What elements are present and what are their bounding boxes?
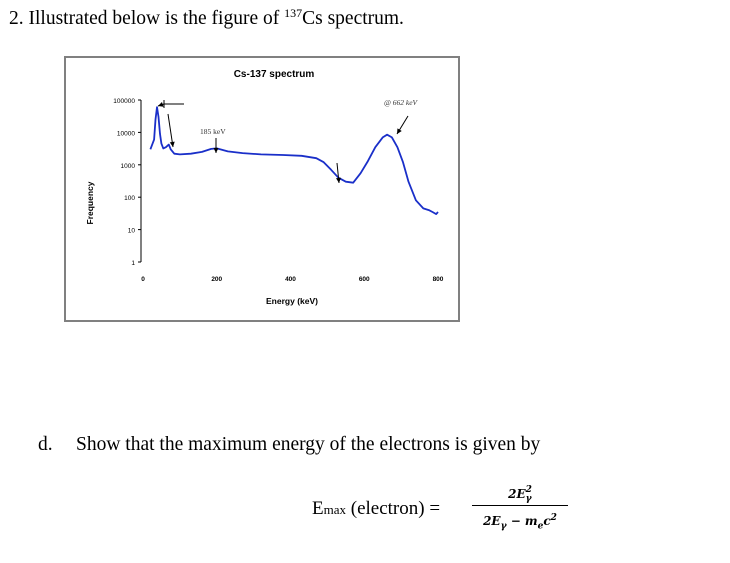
den-minus: − m: [506, 514, 538, 528]
question-text-after: Cs spectrum.: [302, 8, 404, 29]
x-tick-label: 600: [359, 276, 370, 283]
y-tick-label: 1: [131, 260, 135, 267]
spectrum-figure: Cs-137 spectrum Energy (keV) Frequency 1…: [64, 56, 460, 322]
numerator-coeff: 2E: [508, 487, 526, 501]
den-c: c: [543, 514, 551, 528]
x-tick-label: 800: [433, 276, 444, 283]
isotope-mass-number: 137: [284, 6, 303, 20]
formula-denominator: 2Eγ − mec2: [472, 509, 568, 531]
question-title: 2. Illustrated below is the figure of 13…: [9, 6, 404, 30]
formula-fraction: 2E 2 γ 2Eγ − mec2: [472, 484, 568, 531]
x-axis-label: Energy (keV): [266, 296, 318, 306]
formula-lhs-rest: (electron) =: [346, 498, 441, 519]
den-a-sub: γ: [500, 521, 507, 532]
axes-group: 1 10 100 1000 10000 100000 0 200 400 600 800: [113, 98, 444, 283]
annotation-662kev: @ 662 keV: [384, 98, 419, 107]
den-a: 2E: [483, 514, 501, 528]
fraction-bar: [472, 505, 568, 506]
y-tick-label: 1000: [121, 163, 136, 170]
part-d-text: Show that the maximum energy of the elec…: [76, 434, 541, 455]
den-b-sub: e: [537, 521, 544, 532]
arrow-xray-peak-head: [169, 141, 175, 147]
formula-numerator: 2E 2 γ: [472, 484, 568, 504]
annotations-group: 185 keV @ 662 keV: [157, 98, 419, 184]
y-tick-label: 10000: [117, 130, 135, 137]
formula-lhs-sub: max: [323, 502, 346, 517]
annotation-185kev: 185 keV: [200, 127, 226, 136]
figure-frame: [64, 56, 460, 322]
y-tick-label: 10: [128, 228, 136, 235]
arrow-185kev-head: [213, 148, 219, 153]
plot-group: [149, 106, 439, 216]
chart-title: Cs-137 spectrum: [234, 69, 315, 80]
y-tick-label: 100000: [113, 98, 135, 105]
numerator-sup: 2: [525, 484, 532, 495]
den-c-sup: 2: [550, 513, 557, 523]
part-d-label: d.: [38, 434, 53, 455]
x-tick-label: 200: [211, 276, 222, 283]
y-tick-label: 100: [124, 195, 135, 202]
arrow-xray-peak: [167, 113, 174, 148]
spectrum-series-line: [149, 106, 439, 216]
question-number: 2.: [9, 8, 24, 29]
numerator-sub: γ: [525, 493, 532, 504]
x-tick-label: 400: [285, 276, 296, 283]
spectrum-chart: Cs-137 spectrum Energy (keV) Frequency 1…: [64, 56, 460, 322]
question-text-before: Illustrated below is the figure of: [28, 8, 285, 29]
y-axis-label: Frequency: [85, 181, 95, 224]
formula-lhs: Emax (electron) =: [312, 498, 440, 520]
x-tick-label: 0: [141, 276, 145, 283]
arrow-backscatter-left-head: [158, 102, 164, 107]
formula-lhs-e: E: [312, 498, 324, 519]
arrow-photopeak-head: [397, 128, 402, 134]
part-d-question: d. Show that the maximum energy of the el…: [38, 434, 540, 456]
arrow-compton-edge-head: [336, 177, 341, 183]
